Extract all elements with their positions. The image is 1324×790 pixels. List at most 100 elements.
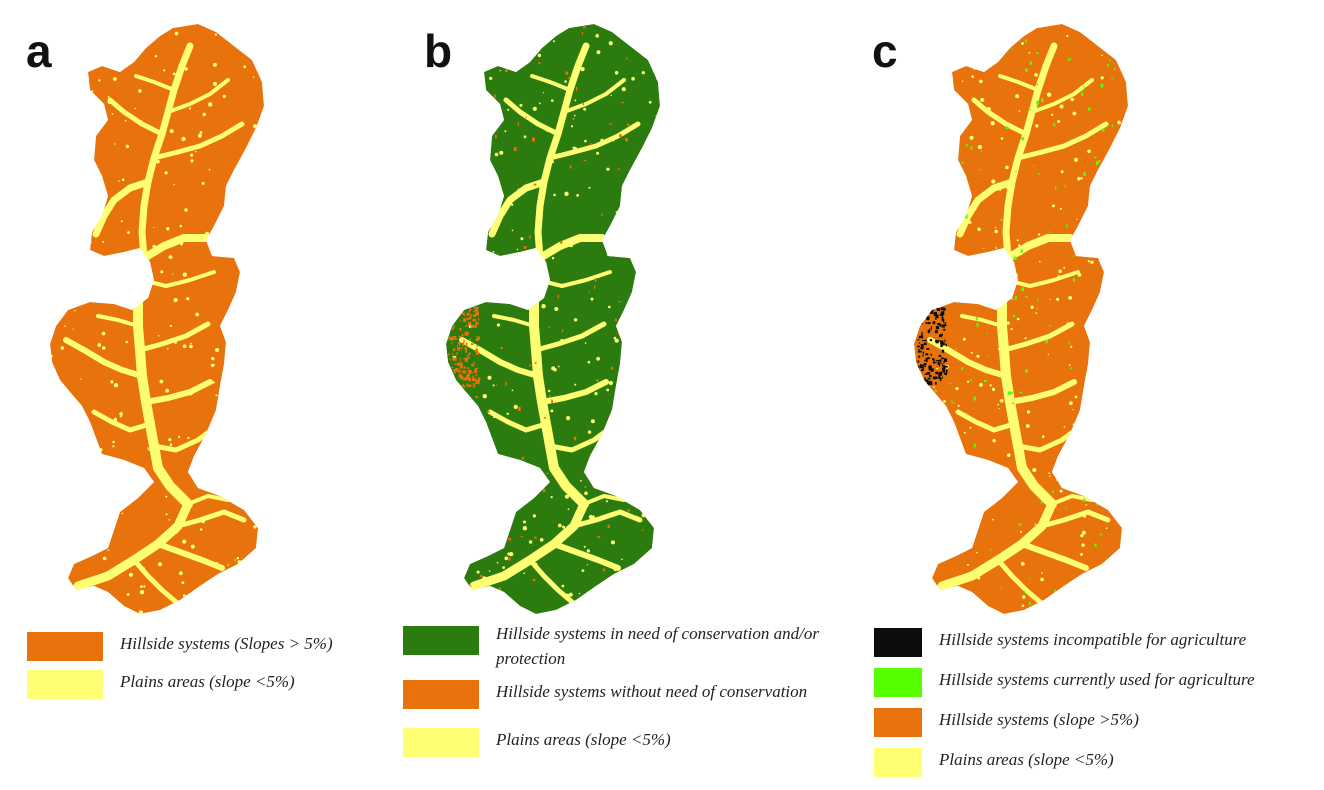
plains-speck <box>929 123 932 126</box>
plains-speck <box>956 521 960 526</box>
plains-speck <box>216 593 220 597</box>
plains-speck <box>550 409 554 413</box>
class-speck <box>549 395 552 397</box>
plains-speck <box>949 595 952 599</box>
class-speck <box>452 136 454 138</box>
patch-speck <box>466 374 469 379</box>
patch-speck <box>918 342 921 344</box>
plains-speck <box>561 584 565 588</box>
plains-speck <box>517 188 519 190</box>
class-speck <box>491 211 493 214</box>
patch-speck <box>932 321 936 325</box>
plains-speck <box>119 415 122 418</box>
plains-speck <box>56 561 59 564</box>
plains-speck <box>476 284 479 287</box>
plains-speck <box>449 234 453 238</box>
patch-speck <box>460 365 463 369</box>
patch-speck <box>943 365 946 369</box>
plains-speck <box>482 111 485 114</box>
plains-area <box>1019 541 1089 571</box>
plains-speck <box>1095 379 1099 383</box>
plains-speck <box>948 163 952 167</box>
plains-speck <box>482 576 487 581</box>
legend-label: Hillside systems without need of conserv… <box>496 682 808 701</box>
plains-speck <box>967 563 969 566</box>
plains-speck <box>1020 562 1025 566</box>
plains-speck <box>915 171 920 176</box>
patch-speck <box>477 318 480 321</box>
plains-speck <box>983 247 985 249</box>
plains-speck <box>1110 216 1112 219</box>
patch-speck <box>930 353 932 356</box>
patch-speck <box>920 364 924 367</box>
plains-area <box>539 379 609 405</box>
plains-speck <box>964 413 967 416</box>
plains-speck <box>972 516 976 520</box>
plains-speck <box>653 222 657 226</box>
class-speck <box>657 371 660 375</box>
plains-speck <box>937 125 942 129</box>
class-speck <box>533 183 537 186</box>
plains-speck <box>1073 157 1078 162</box>
class-speck <box>937 54 939 58</box>
plains-speck <box>1100 76 1104 80</box>
plains-area <box>138 42 194 262</box>
plains-speck <box>941 608 944 611</box>
patch-speck <box>461 312 465 315</box>
plains-speck <box>516 248 519 251</box>
class-speck <box>501 503 505 508</box>
plains-area <box>91 409 153 433</box>
plains-speck <box>955 387 959 391</box>
patch-speck <box>927 372 930 374</box>
patch-speck <box>918 335 922 339</box>
class-speck <box>532 137 535 142</box>
plains-speck <box>605 500 609 503</box>
plains-speck <box>1087 149 1091 154</box>
plains-speck <box>989 384 992 387</box>
patch-speck <box>940 311 945 316</box>
plains-speck <box>1122 556 1126 560</box>
patch-speck <box>927 373 931 375</box>
plains-speck <box>610 540 615 545</box>
class-speck <box>602 606 606 609</box>
plains-speck <box>1077 176 1081 181</box>
plains-speck <box>638 342 641 345</box>
plains-speck <box>235 594 238 597</box>
class-speck <box>934 389 937 393</box>
plains-speck <box>1093 195 1097 199</box>
panel-letter: a <box>26 25 52 77</box>
patch-speck <box>921 306 923 309</box>
hillside-area <box>50 24 264 614</box>
plains-speck <box>498 208 501 211</box>
plains-speck <box>463 102 468 107</box>
plains-speck <box>194 150 197 153</box>
class-speck <box>498 587 501 590</box>
plains-speck <box>596 356 600 361</box>
class-speck <box>1132 183 1134 186</box>
class-speck <box>476 231 479 235</box>
plains-speck <box>1103 377 1107 381</box>
patch-speck <box>474 370 478 373</box>
plains-speck <box>586 564 589 566</box>
plains-speck <box>963 508 966 511</box>
legend-label: Hillside systems (Slopes > 5%) <box>120 634 333 653</box>
class-speck <box>614 397 617 400</box>
plains-speck <box>914 578 917 582</box>
plains-speck <box>997 348 1000 351</box>
plains-area <box>530 74 572 92</box>
plains-speck <box>168 438 172 442</box>
plains-speck <box>456 290 458 293</box>
class-speck <box>1053 123 1056 127</box>
patch-speck <box>475 348 478 350</box>
plains-speck <box>495 548 497 550</box>
plains-speck <box>156 159 160 164</box>
class-speck <box>924 432 928 435</box>
class-speck <box>500 347 503 349</box>
class-speck <box>462 370 466 374</box>
class-speck <box>965 143 968 147</box>
plains-speck <box>1121 527 1123 530</box>
plains-speck <box>949 101 951 104</box>
plains-speck <box>600 138 604 143</box>
plains-speck <box>1074 395 1078 399</box>
plains-speck <box>238 363 243 368</box>
